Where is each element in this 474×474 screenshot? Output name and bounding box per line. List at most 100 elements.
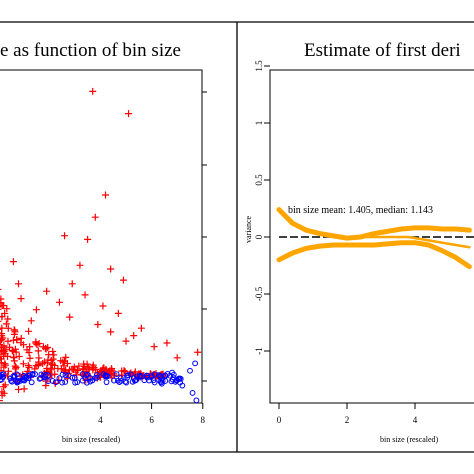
left-red-point — [150, 343, 158, 351]
left-red-point — [0, 363, 8, 371]
left-red-point — [49, 347, 57, 355]
left-red-point — [27, 317, 35, 325]
left-blue-point — [0, 373, 4, 380]
left-red-point — [14, 280, 22, 288]
left-blue-point — [158, 380, 165, 387]
left-red-point — [0, 295, 5, 303]
left-red-point — [194, 348, 202, 356]
right-x-tick-label: 0 — [277, 415, 282, 425]
left-blue-point — [52, 379, 59, 386]
right-y-tick-label: 0.5 — [254, 174, 264, 186]
left-red-point — [12, 348, 20, 356]
left-red-point — [25, 349, 33, 357]
left-red-point — [10, 357, 18, 365]
left-red-point — [62, 353, 70, 361]
right-series-line — [276, 207, 472, 241]
left-red-point — [32, 362, 40, 370]
left-blue-point — [169, 376, 176, 383]
right-y-tick-label: 1.5 — [254, 60, 264, 72]
left-red-point — [0, 357, 2, 359]
left-red-point — [122, 337, 130, 345]
left-red-point — [0, 305, 2, 307]
left-red-point — [12, 363, 20, 371]
left-red-point — [26, 354, 34, 362]
left-red-point — [0, 324, 6, 332]
left-red-point — [34, 347, 42, 355]
left-blue-point — [169, 369, 175, 376]
left-blue-point — [111, 377, 117, 384]
right-y-tick-label: -0.5 — [254, 286, 264, 301]
left-blue-point — [8, 377, 15, 384]
left-red-point — [0, 288, 2, 291]
left-blue-point — [62, 372, 69, 378]
right-x-tick-label: 2 — [345, 415, 350, 425]
left-red-point — [45, 351, 53, 359]
right-series-line — [276, 240, 472, 270]
left-red-point — [70, 363, 78, 371]
left-blue-point — [26, 372, 33, 379]
left-blue-point — [176, 375, 183, 382]
left-red-point — [125, 110, 133, 118]
left-red-point — [63, 359, 71, 367]
left-red-point — [11, 328, 19, 336]
left-red-point — [137, 324, 145, 332]
left-red-point — [4, 337, 12, 345]
left-blue-point — [10, 373, 17, 380]
left-red-point — [66, 313, 74, 321]
left-blue-point — [9, 378, 15, 385]
left-red-point — [49, 355, 57, 363]
left-blue-point — [56, 375, 63, 382]
left-red-point — [1, 381, 9, 389]
left-red-point — [25, 327, 33, 335]
left-red-point — [10, 353, 18, 361]
left-blue-point — [148, 372, 155, 379]
left-red-point — [8, 347, 16, 355]
left-red-point — [0, 328, 3, 330]
left-red-point — [57, 357, 65, 365]
left-red-point — [24, 362, 32, 370]
left-blue-point — [25, 375, 32, 382]
left-blue-point — [0, 373, 3, 380]
left-x-tick-label: 8 — [201, 415, 206, 425]
left-red-point — [0, 399, 3, 402]
left-red-point — [99, 302, 107, 310]
left-red-point — [55, 298, 63, 306]
left-red-point — [84, 235, 92, 243]
left-blue-point — [0, 376, 5, 383]
right-chart-title: Estimate of first deri — [304, 40, 461, 61]
left-red-point — [17, 339, 25, 347]
left-red-point — [4, 324, 12, 332]
left-blue-point — [45, 378, 52, 385]
left-red-point — [15, 352, 23, 360]
left-blue-point — [62, 379, 69, 385]
left-red-point — [44, 356, 52, 364]
left-red-point — [102, 191, 110, 199]
left-blue-point — [94, 372, 100, 378]
right-annotation: bin size mean: 1.405, median: 1.143 — [288, 205, 433, 216]
left-blue-point — [193, 397, 200, 404]
left-red-point — [39, 359, 47, 367]
left-blue-point — [124, 372, 130, 379]
left-red-point — [0, 338, 2, 340]
right-y-tick-label: 1 — [254, 121, 264, 126]
right-x-axis-label: bin size (rescaled) — [380, 435, 439, 444]
left-blue-point — [29, 371, 36, 378]
left-blue-point — [69, 374, 76, 381]
left-red-point — [11, 362, 19, 370]
left-blue-point — [32, 371, 38, 378]
left-chart-title: e as function of bin size — [0, 40, 181, 61]
left-red-point — [130, 332, 138, 340]
left-red-point — [85, 365, 93, 373]
left-red-point — [1, 350, 9, 358]
left-red-point — [35, 358, 43, 366]
left-red-point — [54, 365, 62, 373]
left-blue-point — [187, 367, 193, 374]
left-red-point — [76, 261, 84, 269]
left-blue-point — [15, 377, 21, 384]
left-red-point — [0, 391, 6, 399]
right-series-lines — [276, 207, 474, 270]
left-red-point — [9, 336, 17, 344]
left-axis-ticks: 4 6 8 — [98, 91, 207, 425]
left-blue-point — [179, 382, 186, 389]
